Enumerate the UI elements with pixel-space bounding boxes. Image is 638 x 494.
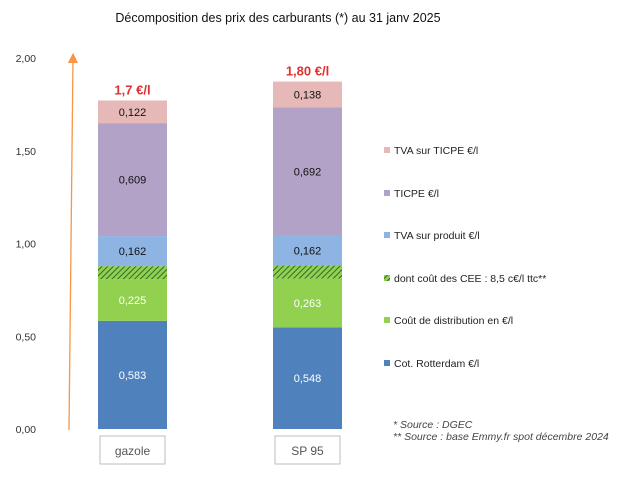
category-labels: gazole SP 95 xyxy=(99,435,341,465)
legend-swatch xyxy=(384,360,390,366)
legend-swatch xyxy=(384,275,390,281)
y-tick-label: 0,50 xyxy=(16,331,37,343)
bar-segment xyxy=(98,100,167,124)
bar-segment xyxy=(273,278,342,328)
y-tick-label: 1,50 xyxy=(16,146,37,158)
legend-label: dont coût des CEE : 8,5 c€/l ttc** xyxy=(394,273,546,285)
bar-segment xyxy=(273,107,342,236)
bar-segment xyxy=(98,279,167,321)
legend-label: Coût de distribution en €/l xyxy=(394,315,513,327)
y-tick-label: 0,00 xyxy=(16,424,37,436)
legend-label: TVA sur TICPE €/l xyxy=(394,145,478,157)
bar-value-label: 0,225 xyxy=(119,295,147,307)
bar-segment xyxy=(273,81,342,108)
legend: TVA sur TICPE €/l TICPE €/l TVA sur produi… xyxy=(384,145,546,370)
bar-segment xyxy=(273,265,342,279)
trend-arrow xyxy=(67,52,79,431)
legend-label: TVA sur produit €/l xyxy=(394,230,480,242)
category-box xyxy=(99,435,166,465)
bar-value-label: 0,583 xyxy=(119,370,147,382)
bar-segment xyxy=(273,235,342,266)
bar-total-label: 1,7 €/l xyxy=(114,82,150,97)
bar-segment xyxy=(98,236,167,267)
stacked-bars: 0,583 0,225 0,162 0,609 0,122 1,7 €/l 0,548 0,2… xyxy=(98,64,342,429)
bar-total-label: 1,80 €/l xyxy=(286,64,329,79)
bar-segment xyxy=(98,123,167,237)
source-note-1: * Source : DGEC xyxy=(393,419,473,431)
bar-segment xyxy=(273,327,342,429)
bar-segment xyxy=(98,320,167,429)
bar-segment xyxy=(98,266,167,280)
source-note-2: ** Source : base Emmy.fr spot décembre 2… xyxy=(393,431,609,443)
y-tick-label: 1,00 xyxy=(16,239,37,251)
legend-swatch xyxy=(384,232,390,238)
bar-value-label: 0,692 xyxy=(294,166,322,178)
legend-swatch xyxy=(384,147,390,153)
bar-value-label: 0,138 xyxy=(294,89,322,101)
y-axis-ticks: 0,00 0,50 1,00 1,50 2,00 xyxy=(16,53,37,436)
legend-swatch xyxy=(384,190,390,196)
bar-value-label: 0,548 xyxy=(294,373,322,385)
legend-label: TICPE €/l xyxy=(394,188,439,200)
legend-label: Cot. Rotterdam €/l xyxy=(394,358,479,370)
chart-title: Décomposition des prix des carburants (*… xyxy=(115,11,440,25)
category-box xyxy=(274,435,341,465)
legend-swatch xyxy=(384,317,390,323)
bar-value-label: 0,122 xyxy=(119,107,147,119)
category-label: gazole xyxy=(115,444,151,458)
y-tick-label: 2,00 xyxy=(16,53,37,65)
bar-value-label: 0,609 xyxy=(119,175,147,187)
bar-value-label: 0,263 xyxy=(294,298,322,310)
bar-value-label: 0,162 xyxy=(119,246,147,258)
category-label: SP 95 xyxy=(291,444,324,458)
bar-value-label: 0,162 xyxy=(294,246,322,258)
